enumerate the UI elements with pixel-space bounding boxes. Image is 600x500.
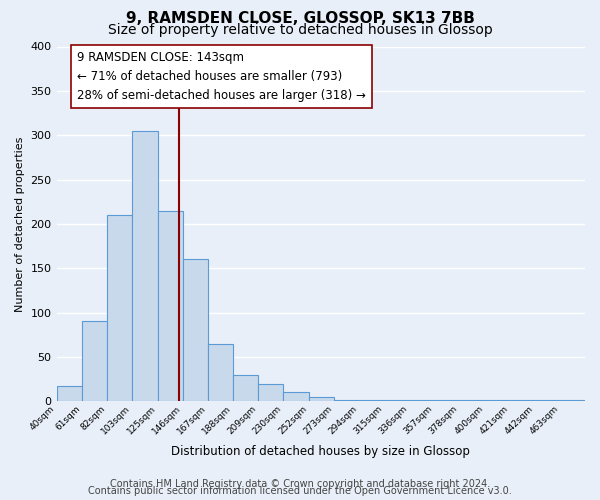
Text: 9 RAMSDEN CLOSE: 143sqm
← 71% of detached houses are smaller (793)
28% of semi-d: 9 RAMSDEN CLOSE: 143sqm ← 71% of detache… xyxy=(77,51,365,102)
Bar xyxy=(56,386,82,402)
Bar xyxy=(82,322,107,402)
Bar xyxy=(257,384,283,402)
Bar xyxy=(384,400,409,402)
Bar xyxy=(409,400,434,402)
X-axis label: Distribution of detached houses by size in Glossop: Distribution of detached houses by size … xyxy=(172,444,470,458)
Text: Size of property relative to detached houses in Glossop: Size of property relative to detached ho… xyxy=(107,23,493,37)
Y-axis label: Number of detached properties: Number of detached properties xyxy=(15,136,25,312)
Bar xyxy=(158,210,183,402)
Bar xyxy=(434,400,459,402)
Text: Contains public sector information licensed under the Open Government Licence v3: Contains public sector information licen… xyxy=(88,486,512,496)
Bar xyxy=(283,392,309,402)
Bar xyxy=(510,400,535,402)
Bar xyxy=(334,400,359,402)
Bar xyxy=(485,400,510,402)
Bar xyxy=(560,400,585,402)
Bar xyxy=(359,400,384,402)
Bar xyxy=(535,400,560,402)
Bar xyxy=(309,397,334,402)
Bar xyxy=(183,260,208,402)
Bar xyxy=(107,215,131,402)
Text: 9, RAMSDEN CLOSE, GLOSSOP, SK13 7BB: 9, RAMSDEN CLOSE, GLOSSOP, SK13 7BB xyxy=(125,11,475,26)
Text: Contains HM Land Registry data © Crown copyright and database right 2024.: Contains HM Land Registry data © Crown c… xyxy=(110,479,490,489)
Bar xyxy=(233,374,257,402)
Bar xyxy=(208,344,233,402)
Bar xyxy=(459,400,485,402)
Bar xyxy=(131,131,158,402)
